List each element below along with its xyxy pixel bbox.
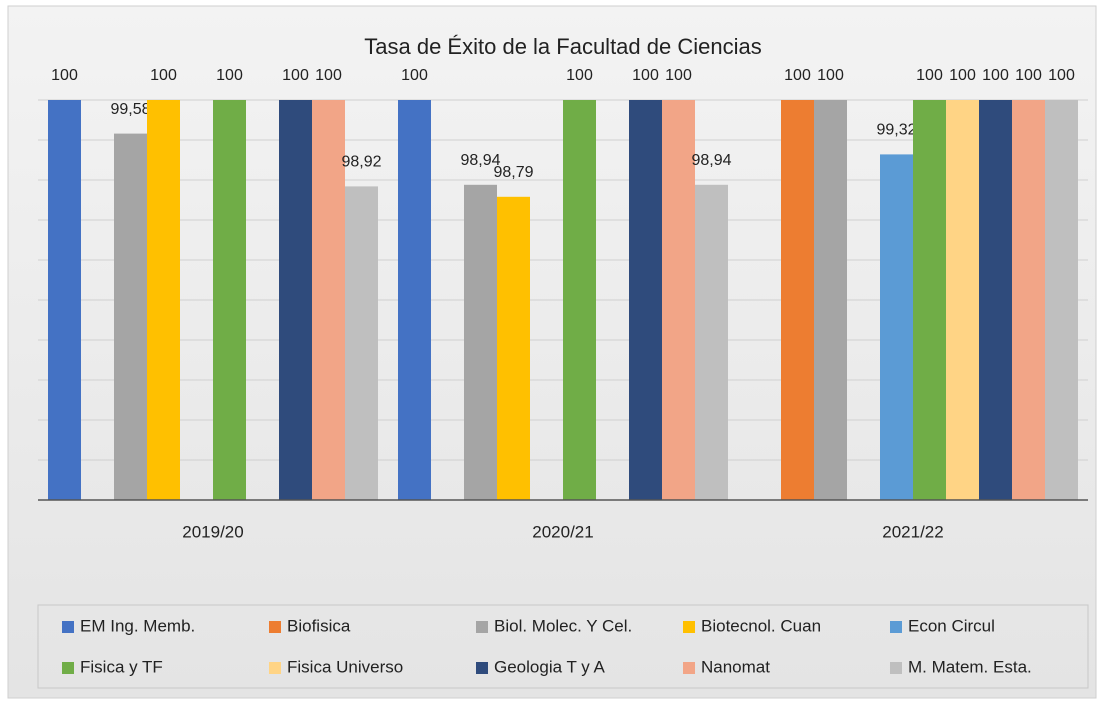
x-tick-label: 2019/20 [182, 522, 243, 541]
bar [695, 184, 728, 501]
bar [398, 100, 431, 500]
bar [48, 100, 81, 500]
bar [147, 100, 180, 500]
bar [114, 133, 147, 500]
data-label: 100 [566, 67, 593, 84]
legend-swatch [683, 662, 695, 674]
data-label: 100 [949, 67, 976, 84]
bar [464, 184, 497, 501]
legend-swatch [476, 662, 488, 674]
data-label: 100 [665, 67, 692, 84]
chart-title: Tasa de Éxito de la Facultad de Ciencias [364, 34, 761, 59]
bar [345, 186, 378, 500]
legend-box [37, 604, 1089, 689]
data-label: 99,58 [110, 101, 150, 118]
bar [979, 100, 1012, 500]
legend-label: Fisica y TF [80, 657, 163, 676]
bar [1045, 100, 1078, 500]
legend-label: Econ Circul [908, 616, 995, 635]
bar [913, 100, 946, 500]
bar [946, 100, 979, 500]
legend-label: Biotecnol. Cuan [701, 616, 821, 635]
bar [497, 196, 530, 501]
bar [662, 100, 695, 500]
legend-swatch [269, 621, 281, 633]
legend-swatch [683, 621, 695, 633]
data-label: 100 [1048, 67, 1075, 84]
legend-swatch [269, 662, 281, 674]
x-tick-label: 2021/22 [882, 522, 943, 541]
bar [1012, 100, 1045, 500]
bar [563, 100, 596, 500]
legend-label: Biofisica [287, 616, 351, 635]
data-label: 100 [315, 67, 342, 84]
data-label: 100 [282, 67, 309, 84]
bar [814, 100, 847, 500]
bar [880, 154, 913, 500]
legend-label: Nanomat [701, 657, 770, 676]
data-label: 100 [401, 67, 428, 84]
data-label: 98,79 [493, 164, 533, 181]
data-label: 100 [51, 67, 78, 84]
legend-label: Fisica Universo [287, 657, 403, 676]
legend-swatch [476, 621, 488, 633]
legend-swatch [62, 662, 74, 674]
data-label: 100 [1015, 67, 1042, 84]
data-label: 98,94 [691, 152, 731, 169]
data-label: 98,94 [460, 152, 500, 169]
legend-swatch [890, 621, 902, 633]
legend-swatch [62, 621, 74, 633]
bar [781, 100, 814, 500]
data-label: 100 [817, 67, 844, 84]
bar [312, 100, 345, 500]
data-label: 99,32 [876, 122, 916, 139]
bar [279, 100, 312, 500]
data-label: 100 [784, 67, 811, 84]
data-label: 98,92 [341, 154, 381, 171]
bar [629, 100, 662, 500]
x-tick-label: 2020/21 [532, 522, 593, 541]
data-label: 100 [982, 67, 1009, 84]
legend-label: M. Matem. Esta. [908, 657, 1032, 676]
legend-label: Geologia T y A [494, 657, 606, 676]
data-label: 100 [216, 67, 243, 84]
data-label: 100 [632, 67, 659, 84]
data-label: 100 [150, 67, 177, 84]
legend-label: Biol. Molec. Y Cel. [494, 616, 632, 635]
legend-swatch [890, 662, 902, 674]
bar [213, 100, 246, 500]
legend-label: EM Ing. Memb. [80, 616, 195, 635]
data-label: 100 [916, 67, 943, 84]
